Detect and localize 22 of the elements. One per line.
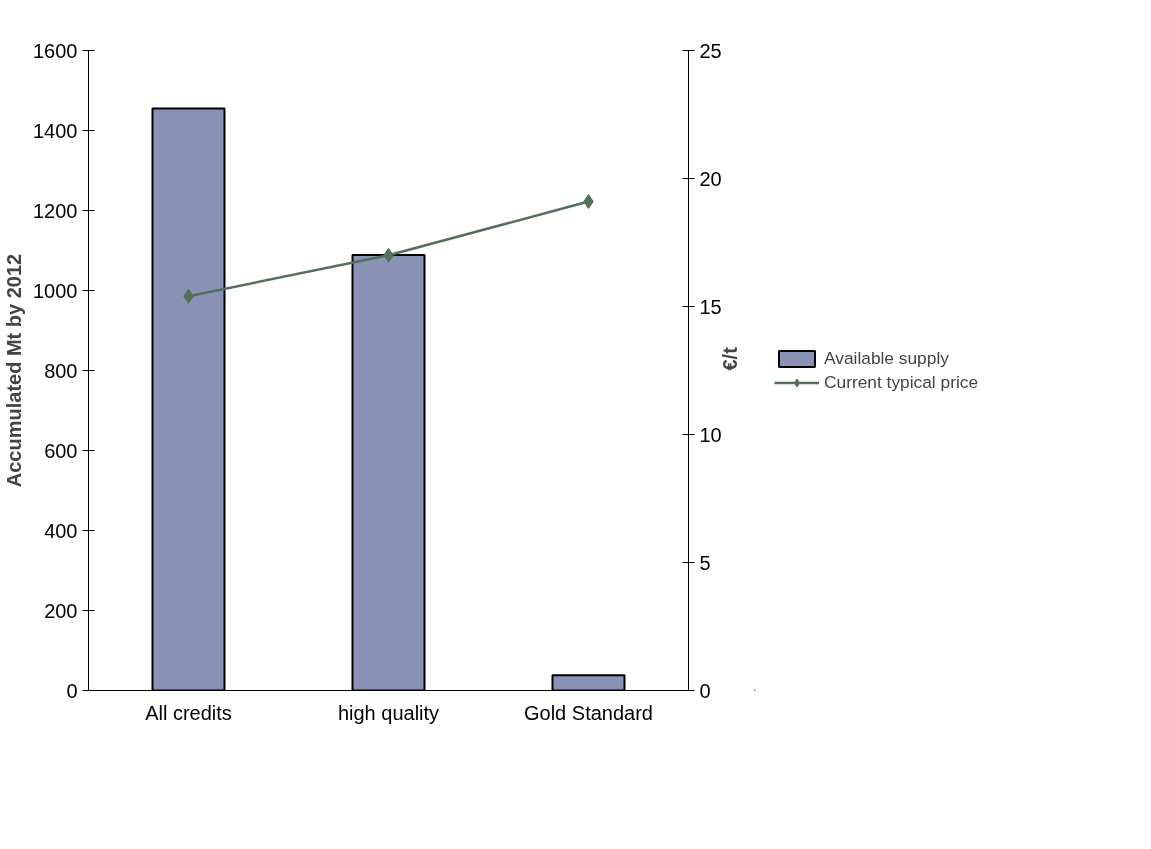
y-tick-label: 1600 (33, 39, 78, 62)
y2-tick-label: 10 (699, 423, 722, 446)
y-tick-label: 800 (44, 359, 78, 382)
y-tick-label: 200 (44, 599, 78, 622)
y2-tick-label: 5 (699, 551, 711, 574)
y-tick-label: 1400 (33, 119, 78, 142)
y-tick-label: 1200 (33, 199, 78, 222)
x-tick-label: high quality (337, 701, 440, 724)
legend-label: Available supply (824, 347, 949, 369)
y2-tick-label: 15 (699, 295, 722, 318)
y2-tick-label: 20 (699, 167, 722, 190)
legend-label: Current typical price (824, 371, 979, 393)
y-tick-label: 600 (44, 439, 78, 462)
x-tick-label: All credits (145, 701, 232, 724)
y-tick-label: 0 (66, 679, 78, 702)
y-tick-label: 1000 (33, 279, 78, 302)
y2-tick-label: 0 (699, 679, 711, 702)
y2-tick-label: 25 (699, 39, 722, 62)
y-axis-title: Accumulated Mt by 2012 (3, 253, 26, 488)
x-tick-label: Gold Standard (524, 701, 653, 724)
y2-axis-title: €/t (718, 346, 741, 371)
y-tick-label: 400 (44, 519, 78, 542)
